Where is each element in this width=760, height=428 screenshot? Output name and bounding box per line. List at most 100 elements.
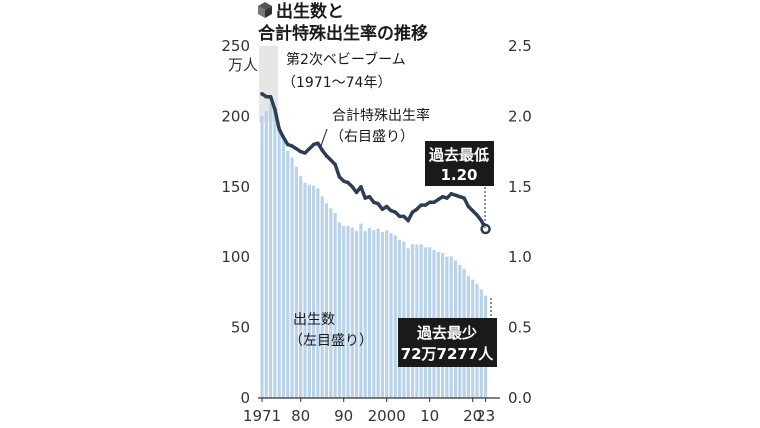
births-bar: [260, 116, 264, 399]
births-bar: [355, 230, 359, 398]
rate-point: [363, 196, 367, 200]
rate-point: [320, 148, 324, 152]
right-tick-label: 0.0: [508, 389, 532, 407]
births-bar: [269, 103, 273, 398]
rate-point: [475, 213, 479, 217]
rate-point: [393, 210, 397, 214]
rate-point: [311, 142, 316, 147]
lowest-births-box: [398, 318, 497, 367]
right-tick-label: 1.5: [508, 178, 532, 196]
right-tick-label: 2.5: [508, 37, 532, 55]
lowest-births-box-label: 過去最少: [416, 324, 477, 342]
births-bar: [393, 235, 397, 398]
rate-point: [329, 158, 333, 162]
births-bar: [307, 184, 311, 398]
x-tick-label: 2000: [368, 407, 406, 425]
births-bar: [320, 196, 324, 398]
rate-point: [397, 214, 402, 219]
rate-point: [350, 185, 354, 189]
births-bar: [372, 230, 376, 398]
right-tick-label: 1.0: [508, 248, 532, 266]
x-tick-label: 20: [463, 407, 482, 425]
rate-point: [402, 214, 406, 219]
right-tick-label: 0.5: [508, 319, 532, 337]
rate-point: [453, 193, 458, 197]
rate-point: [419, 203, 423, 207]
rate-point: [445, 196, 449, 200]
x-tick-label: 90: [334, 407, 353, 425]
rate-point: [346, 180, 350, 185]
rate-point: [410, 210, 415, 214]
rate-point: [367, 194, 372, 199]
left-tick-label: 0: [240, 389, 250, 407]
rate-point: [281, 135, 286, 140]
x-tick-label: 80: [291, 407, 310, 425]
rate-point: [264, 94, 268, 99]
rate-label-1: 合計特殊出生率: [332, 107, 430, 124]
left-tick-label: 50: [231, 319, 250, 337]
rate-point: [303, 151, 307, 155]
births-bar: [363, 230, 367, 398]
births-label-2: （左目盛り）: [289, 333, 373, 349]
rate-point: [354, 190, 359, 195]
title-icon: [258, 2, 272, 18]
births-bar: [385, 230, 389, 398]
rate-point: [389, 209, 393, 213]
lowest-rate-box-label: 過去最低: [428, 146, 489, 164]
baby-boom-range: （1971〜74年）: [282, 75, 391, 91]
births-bar: [316, 188, 320, 398]
births-bar: [294, 166, 298, 398]
lowest-births-box-value: 72万7277人: [401, 345, 495, 363]
births-bar: [329, 208, 333, 398]
baby-boom-label: 第2次ベビーブーム: [286, 51, 406, 68]
rate-point: [316, 141, 320, 145]
births-bar: [303, 182, 307, 398]
chart-title-line1: 出生数と: [276, 1, 344, 22]
rate-point: [324, 154, 329, 158]
rate-point: [333, 162, 337, 166]
births-bar: [389, 233, 393, 398]
rate-point: [376, 201, 380, 206]
rate-point: [466, 204, 471, 209]
rate-point: [260, 92, 264, 96]
rate-point: [307, 147, 311, 151]
rate-point: [462, 196, 466, 200]
rate-point: [406, 218, 410, 223]
rate-point: [359, 185, 363, 189]
rate-point: [471, 209, 475, 213]
rate-point: [342, 179, 346, 183]
right-tick-label: 2.0: [508, 107, 532, 125]
left-tick-label: 200: [221, 107, 250, 125]
rate-point: [479, 218, 483, 223]
rate-point: [273, 107, 277, 112]
rate-point: [436, 197, 440, 202]
births-bar: [376, 228, 380, 398]
chart-title-line2: 合計特殊出生率の推移: [258, 23, 428, 44]
births-bar: [346, 225, 350, 398]
rate-point: [428, 200, 432, 204]
births-bar: [342, 225, 346, 398]
left-tick-label: 100: [221, 248, 250, 266]
births-bar: [286, 150, 290, 398]
births-bar: [264, 110, 268, 398]
births-bar: [367, 228, 372, 398]
rate-point: [268, 94, 273, 99]
rate-point: [440, 194, 445, 199]
lowest-rate-box-value: 1.20: [440, 166, 477, 184]
rate-point: [286, 142, 290, 147]
rate-point: [290, 144, 294, 148]
rate-label-2: （右目盛り）: [330, 129, 414, 145]
lowest-rate-box: [425, 141, 494, 186]
x-tick-label: 23: [476, 407, 495, 425]
rate-point: [277, 127, 281, 131]
rate-point: [385, 204, 389, 209]
rate-point: [372, 200, 376, 204]
rate-point: [449, 192, 453, 196]
rate-point: [380, 207, 385, 212]
births-bar: [277, 130, 281, 398]
births-bar: [359, 223, 363, 398]
rate-point: [337, 175, 342, 179]
births-bar: [273, 112, 277, 399]
